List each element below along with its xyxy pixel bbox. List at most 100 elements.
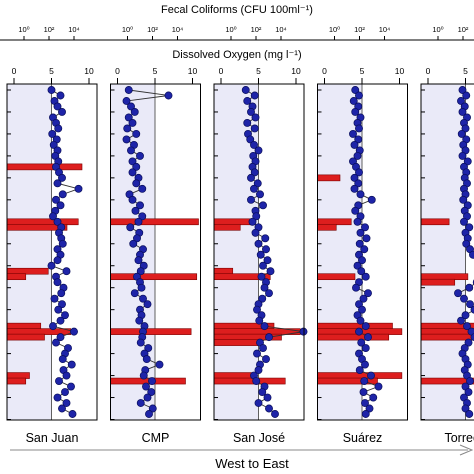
oxygen-point [74,184,83,193]
oxygen-point [138,212,147,221]
oxygen-point [62,371,71,380]
oxygen-point [258,388,267,396]
panel-frame [317,83,408,421]
oxygen-tick-label: 0 [322,66,327,76]
oxygen-tick-label: 5 [153,66,158,76]
oxygen-point [260,322,269,331]
oxygen-point [250,184,258,193]
panel-0: 10⁰ 10² 10⁴ 0 5 10 San Juan [6,25,98,445]
oxygen-point [256,250,265,259]
oxygen-point [70,327,78,336]
oxygen-point [48,129,57,138]
oxygen-point [457,97,465,105]
oxygen-point [265,404,273,413]
oxygen-point [361,223,369,232]
fecal-bar [420,333,474,341]
panel-frame [420,83,474,421]
panel-frame [110,83,201,421]
oxygen-point [58,190,67,199]
oxygen-point [136,399,145,407]
oxygen-point [257,272,266,281]
oxygen-point [250,91,259,100]
oxygen-point [124,86,133,94]
oxygen-point [58,108,66,116]
oxygen-point [358,256,366,265]
oxygen-point [367,371,375,380]
oxygen-axis-title: Dissolved Oxygen (mg l⁻¹) [172,49,301,61]
oxygen-point [260,283,269,292]
oxygen-point [362,234,371,243]
oxygen-point [250,124,259,133]
fecal-tick-label: 10⁰ [329,25,340,34]
oxygen-point [262,355,270,364]
fecal-bar [317,174,341,182]
oxygen-point [139,371,148,380]
oxygen-point [462,91,471,100]
oxygen-point [350,140,359,149]
oxygen-point [144,344,153,353]
fecal-axis-title: Fecal Coliforms (CFU 100ml⁻¹) [161,4,313,16]
oxygen-point [364,289,372,298]
oxygen-point [68,410,77,418]
oxygen-point [349,97,358,105]
oxygen-point [462,239,471,248]
oxygen-point [361,344,370,353]
oxygen-point [265,333,273,342]
oxygen-point [461,404,470,413]
oxygen-point [361,322,370,331]
oxygen-point [247,173,255,182]
oxygen-point [259,201,267,210]
oxygen-point [127,146,135,155]
oxygen-point [250,168,259,177]
direction-label: West to East [215,456,289,471]
oxygen-tick-label: 0 [115,66,120,76]
oxygen-point [47,261,56,270]
oxygen-point [350,173,359,182]
oxygen-point [56,333,65,342]
oxygen-point [139,294,147,303]
oxygen-point [138,184,147,193]
oxygen-point [355,91,363,100]
panel-4: 10⁰10²10⁴0510Torrecill [420,25,474,445]
oxygen-point [359,294,368,303]
oxygen-point [241,86,250,94]
oxygen-point [132,129,141,138]
oxygen-point [127,102,135,111]
oxygen-point [464,388,473,396]
oxygen-point [470,333,474,342]
fecal-bar [317,333,390,341]
oxygen-point [49,322,57,331]
fecal-bar [420,278,456,286]
oxygen-point [262,245,270,254]
oxygen-point [470,305,474,314]
oxygen-tick-label: 5 [463,66,468,76]
oxygen-point [148,377,156,386]
oxygen-point [465,223,474,232]
fecal-bar [213,223,241,231]
oxygen-point [365,404,374,413]
oxygen-point [461,311,470,320]
oxygen-point [359,388,368,396]
oxygen-point [55,377,63,386]
oxygen-point [353,217,362,226]
oxygen-point [53,278,62,287]
oxygen-point [247,195,255,204]
fecal-tick-label: 10² [44,25,55,34]
oxygen-point [458,108,467,116]
oxygen-point [458,86,467,94]
site-label: Torrecill [444,431,474,445]
oxygen-point [265,289,273,298]
oxygen-point [465,410,474,418]
fecal-tick-label: 10⁰ [432,25,443,34]
fecal-bar [213,372,252,379]
fecal-bar [317,322,393,330]
oxygen-point [134,256,143,265]
oxygen-point [56,316,65,325]
oxygen-point [122,97,131,105]
oxygen-tick-label: 0 [426,66,431,76]
oxygen-point [254,239,263,248]
oxygen-point [164,91,173,100]
site-label: Suárez [343,431,383,445]
oxygen-point [253,349,261,358]
